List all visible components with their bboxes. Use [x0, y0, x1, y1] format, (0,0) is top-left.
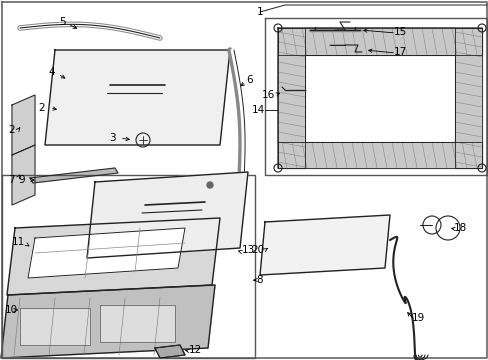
Text: 16: 16 [261, 90, 274, 100]
Polygon shape [155, 345, 184, 358]
Text: 6: 6 [246, 75, 253, 85]
Polygon shape [278, 28, 305, 168]
Text: 11: 11 [11, 237, 24, 247]
Polygon shape [278, 28, 481, 168]
Text: 14: 14 [251, 105, 264, 115]
Polygon shape [1, 285, 215, 358]
Polygon shape [20, 308, 90, 345]
Text: 5: 5 [59, 17, 65, 27]
Text: 1: 1 [256, 7, 263, 17]
Text: 7: 7 [8, 175, 15, 185]
Text: 8: 8 [256, 275, 263, 285]
Text: 15: 15 [392, 27, 406, 37]
Polygon shape [305, 55, 454, 142]
Polygon shape [87, 172, 247, 258]
Text: 3: 3 [108, 133, 115, 143]
Polygon shape [100, 305, 175, 342]
Text: 20: 20 [251, 245, 264, 255]
Text: 18: 18 [452, 223, 466, 233]
Polygon shape [278, 28, 481, 55]
Text: 9: 9 [19, 175, 25, 185]
Text: 13: 13 [241, 245, 254, 255]
Text: 10: 10 [5, 305, 18, 315]
Polygon shape [260, 215, 389, 275]
Polygon shape [12, 145, 35, 205]
Polygon shape [7, 218, 220, 295]
Text: 17: 17 [392, 47, 406, 57]
Circle shape [206, 182, 213, 188]
Text: 19: 19 [410, 313, 424, 323]
Polygon shape [45, 50, 229, 145]
Polygon shape [30, 168, 118, 183]
Text: 2: 2 [39, 103, 45, 113]
Text: 12: 12 [188, 345, 201, 355]
Text: 4: 4 [49, 67, 55, 77]
Polygon shape [454, 28, 481, 168]
Polygon shape [28, 228, 184, 278]
Polygon shape [278, 142, 481, 168]
Polygon shape [12, 95, 35, 155]
Text: 2: 2 [8, 125, 15, 135]
